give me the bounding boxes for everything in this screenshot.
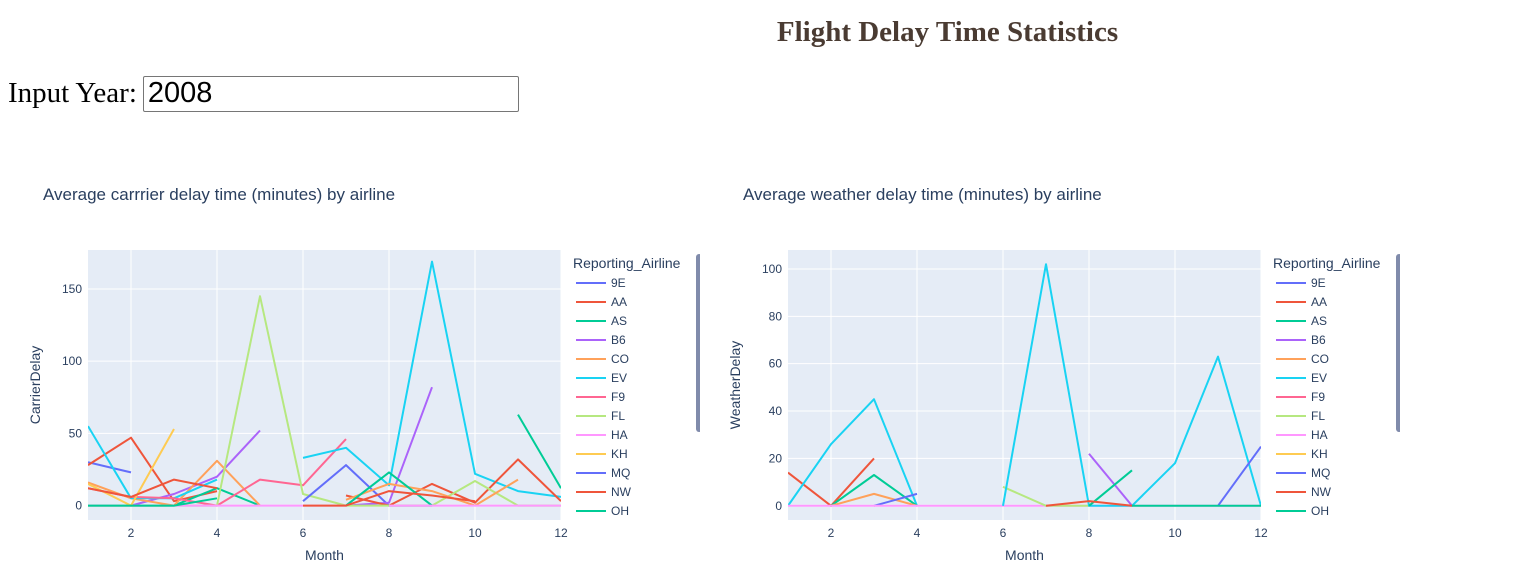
carrier-y-axis-label: CarrierDelay (27, 346, 43, 425)
carrier-x-tick-label: 12 (554, 526, 568, 540)
carrier-series-line-co (345, 478, 519, 507)
carrier-legend-item-9e[interactable]: 9E (611, 276, 626, 290)
weather-y-tick-label: 40 (769, 404, 783, 418)
carrier-y-tick-label: 50 (69, 426, 83, 440)
weather-series-line-co (830, 492, 918, 507)
carrier-x-tick-label: 10 (468, 526, 482, 540)
carrier-legend-item-nw[interactable]: NW (611, 485, 632, 499)
carrier-legend-item-oh[interactable]: OH (611, 504, 629, 518)
weather-series-line-as (1088, 469, 1133, 507)
carrier-chart-title: Average carrrier delay time (minutes) by… (43, 185, 395, 204)
weather-series-line-mq (1217, 446, 1261, 507)
weather-series-group (788, 263, 1261, 507)
weather-legend-item-ev[interactable]: EV (1311, 371, 1327, 385)
weather-legend-item-oh[interactable]: OH (1311, 504, 1329, 518)
carrier-series-line-ev (302, 260, 561, 498)
carrier-legend-item-b6[interactable]: B6 (611, 333, 626, 347)
weather-x-tick-label: 2 (828, 526, 835, 540)
weather-x-tick-label: 6 (1000, 526, 1007, 540)
carrier-series-line-9e (88, 461, 132, 474)
weather-legend-item-9e[interactable]: 9E (1311, 276, 1326, 290)
weather-y-tick-label: 80 (769, 309, 783, 323)
weather-series-line-b6 (1088, 453, 1133, 507)
carrier-legend-title: Reporting_Airline (573, 255, 681, 271)
carrier-legend-item-ev[interactable]: EV (611, 371, 627, 385)
weather-series-line-9e (873, 492, 918, 507)
carrier-legend-item-f9[interactable]: F9 (611, 390, 625, 404)
weather-series-line-aa (1045, 500, 1133, 507)
carrier-plot-area (88, 250, 561, 520)
weather-y-axis-label: WeatherDelay (727, 341, 743, 429)
carrier-x-tick-label: 4 (214, 526, 221, 540)
carrier-y-tick-label: 0 (75, 499, 82, 513)
carrier-legend-item-kh[interactable]: KH (611, 447, 628, 461)
year-input-label: Input Year: (8, 77, 137, 109)
weather-y-tick-label: 60 (769, 357, 783, 371)
weather-delay-chart-svg: Average weather delay time (minutes) by … (727, 185, 1402, 563)
page-title: Flight Delay Time Statistics (776, 16, 1119, 48)
carrier-legend-item-fl[interactable]: FL (611, 409, 625, 423)
weather-legend-item-f9[interactable]: F9 (1311, 390, 1325, 404)
weather-y-tick-label: 100 (762, 262, 782, 276)
weather-series-line-ev (788, 398, 918, 507)
carrier-legend-item-mq[interactable]: MQ (611, 466, 630, 480)
weather-legend-scrollbar[interactable] (1396, 254, 1402, 432)
carrier-series-line-nw (303, 490, 476, 507)
carrier-series-line-oh (88, 497, 218, 507)
carrier-series-line-as (517, 414, 561, 489)
weather-x-tick-label: 8 (1086, 526, 1093, 540)
weather-x-tick-label: 12 (1254, 526, 1268, 540)
weather-legend-item-b6[interactable]: B6 (1311, 333, 1326, 347)
weather-y-tick-label: 0 (775, 499, 782, 513)
carrier-y-tick-label: 150 (62, 282, 82, 296)
carrier-delay-chart: Average carrrier delay time (minutes) by… (0, 170, 702, 585)
weather-series-line-as (830, 474, 918, 507)
weather-legend-item-co[interactable]: CO (1311, 352, 1329, 366)
weather-legend-item-ha[interactable]: HA (1311, 428, 1328, 442)
weather-legend-item-kh[interactable]: KH (1311, 447, 1328, 461)
weather-y-tick-label: 20 (769, 451, 783, 465)
weather-x-axis-label: Month (1005, 547, 1044, 563)
weather-x-tick-label: 4 (914, 526, 921, 540)
carrier-x-tick-label: 8 (386, 526, 393, 540)
carrier-x-tick-label: 2 (128, 526, 135, 540)
carrier-y-tick-label: 100 (62, 354, 82, 368)
carrier-legend-item-aa[interactable]: AA (611, 295, 627, 309)
year-input[interactable] (142, 75, 519, 112)
carrier-x-axis-label: Month (305, 547, 344, 563)
weather-x-tick-label: 10 (1168, 526, 1182, 540)
weather-legend-item-aa[interactable]: AA (1311, 295, 1327, 309)
weather-legend-item-nw[interactable]: NW (1311, 485, 1332, 499)
year-input-row: Input Year: (8, 73, 519, 114)
carrier-legend-item-co[interactable]: CO (611, 352, 629, 366)
carrier-series-line-b6 (130, 429, 261, 507)
carrier-series-line-nw (88, 478, 218, 498)
carrier-series-group (88, 260, 561, 507)
weather-legend-item-mq[interactable]: MQ (1311, 466, 1330, 480)
weather-chart-title: Average weather delay time (minutes) by … (743, 185, 1102, 204)
weather-legend-item-as[interactable]: AS (1311, 314, 1327, 328)
carrier-legend-item-ha[interactable]: HA (611, 428, 628, 442)
weather-delay-chart: Average weather delay time (minutes) by … (700, 170, 1402, 585)
carrier-x-tick-label: 6 (300, 526, 307, 540)
carrier-legend-item-as[interactable]: AS (611, 314, 627, 328)
weather-legend-item-fl[interactable]: FL (1311, 409, 1325, 423)
weather-legend-title: Reporting_Airline (1273, 255, 1381, 271)
carrier-delay-chart-svg: Average carrrier delay time (minutes) by… (27, 185, 702, 563)
